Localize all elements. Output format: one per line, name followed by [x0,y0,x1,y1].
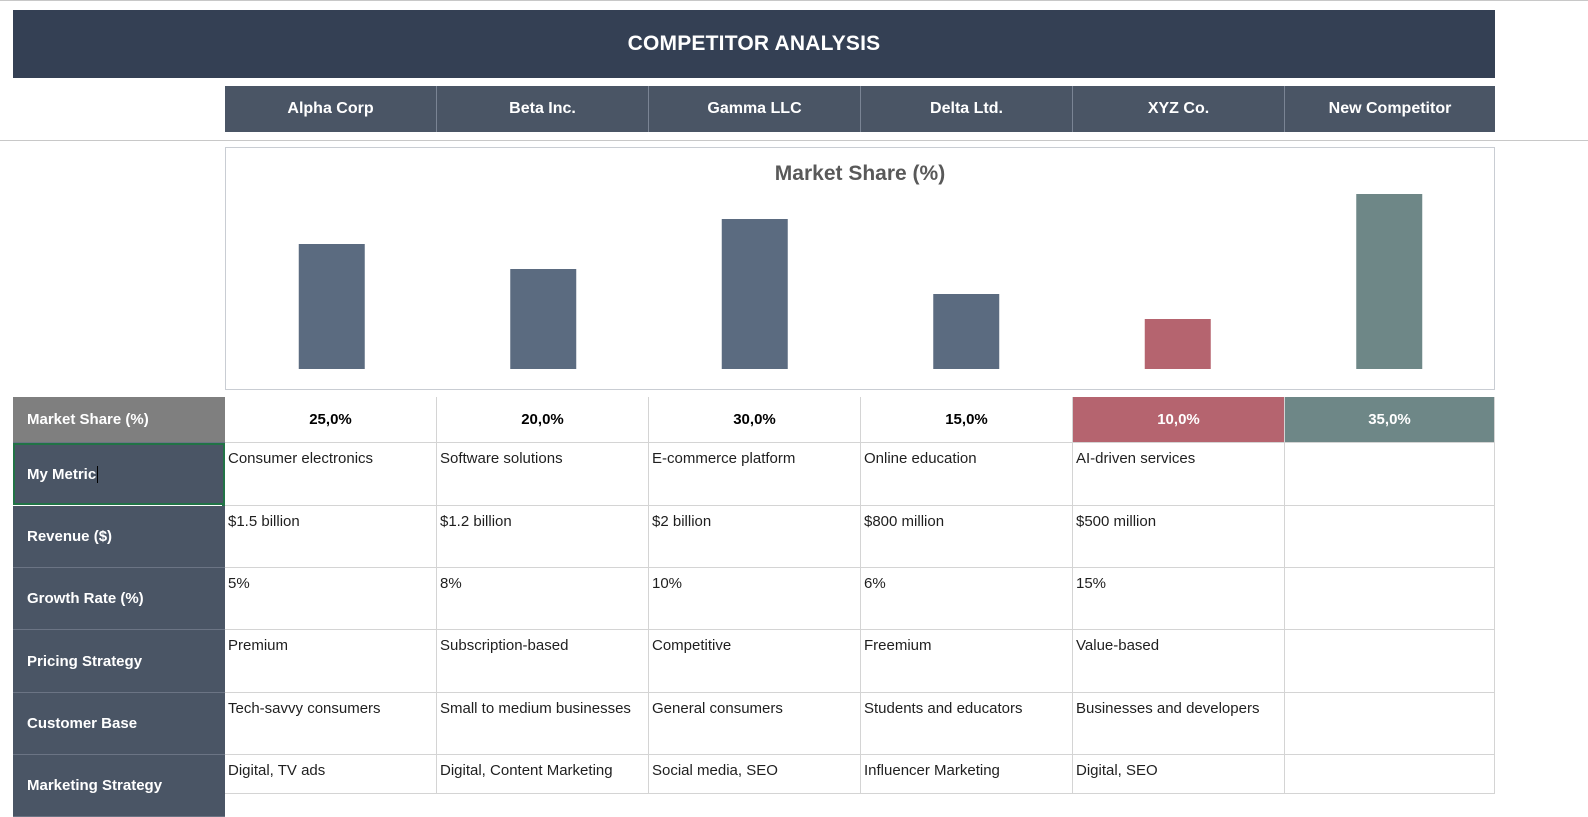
cell-my-metric-new[interactable] [1285,443,1495,506]
competitor-header-gamma[interactable]: Gamma LLC [649,86,861,132]
bar-beta-inc[interactable] [510,269,577,369]
cell-pricing-xyz[interactable]: Value-based [1073,630,1285,693]
market-share-cell-new[interactable]: 35,0% [1285,397,1495,443]
row-label-pricing-strategy[interactable]: Pricing Strategy [13,630,225,693]
cell-pricing-new[interactable] [1285,630,1495,693]
cell-marketing-beta[interactable]: Digital, Content Marketing [437,755,649,794]
cell-pricing-gamma[interactable]: Competitive [649,630,861,693]
cell-my-metric-delta[interactable]: Online education [861,443,1073,506]
cell-customer-base-gamma[interactable]: General consumers [649,693,861,755]
cell-pricing-alpha[interactable]: Premium [225,630,437,693]
cell-pricing-delta[interactable]: Freemium [861,630,1073,693]
cell-my-metric-alpha[interactable]: Consumer electronics [225,443,437,506]
cell-customer-base-xyz[interactable]: Businesses and developers [1073,693,1285,755]
row-label-growth-rate[interactable]: Growth Rate (%) [13,568,225,630]
cell-revenue-delta[interactable]: $800 million [861,506,1073,568]
cell-revenue-xyz[interactable]: $500 million [1073,506,1285,568]
cell-customer-base-delta[interactable]: Students and educators [861,693,1073,755]
cell-customer-base-beta[interactable]: Small to medium businesses [437,693,649,755]
market-share-chart[interactable]: Market Share (%) [225,147,1495,390]
bar-delta-ltd[interactable] [933,294,1000,369]
cell-growth-rate-new[interactable] [1285,568,1495,630]
market-share-cell-beta[interactable]: 20,0% [437,397,649,443]
competitor-header-alpha[interactable]: Alpha Corp [225,86,437,132]
cell-my-metric-beta[interactable]: Software solutions [437,443,649,506]
cell-growth-rate-gamma[interactable]: 10% [649,568,861,630]
bar-new-competitor[interactable] [1356,194,1423,369]
bar-alpha-corp[interactable] [298,244,365,369]
row-label-revenue[interactable]: Revenue ($) [13,506,225,568]
market-share-cell-xyz[interactable]: 10,0% [1073,397,1285,443]
competitor-header-delta[interactable]: Delta Ltd. [861,86,1073,132]
cell-growth-rate-beta[interactable]: 8% [437,568,649,630]
cell-pricing-beta[interactable]: Subscription-based [437,630,649,693]
cell-growth-rate-xyz[interactable]: 15% [1073,568,1285,630]
row-label-customer-base[interactable]: Customer Base [13,693,225,755]
row-label-marketing-strategy[interactable]: Marketing Strategy [13,755,225,817]
cell-marketing-new[interactable] [1285,755,1495,794]
text-cursor [97,465,99,483]
row-label-market-share[interactable]: Market Share (%) [13,397,225,443]
competitor-header-beta[interactable]: Beta Inc. [437,86,649,132]
cell-revenue-new[interactable] [1285,506,1495,568]
cell-growth-rate-alpha[interactable]: 5% [225,568,437,630]
row-label-my-metric-text: My Metric [27,465,97,483]
cell-revenue-beta[interactable]: $1.2 billion [437,506,649,568]
competitor-header-xyz[interactable]: XYZ Co. [1073,86,1285,132]
bar-xyz-co[interactable] [1144,319,1211,369]
market-share-cell-delta[interactable]: 15,0% [861,397,1073,443]
cell-customer-base-new[interactable] [1285,693,1495,755]
cell-marketing-alpha[interactable]: Digital, TV ads [225,755,437,794]
cell-marketing-gamma[interactable]: Social media, SEO [649,755,861,794]
cell-marketing-xyz[interactable]: Digital, SEO [1073,755,1285,794]
cell-marketing-delta[interactable]: Influencer Marketing [861,755,1073,794]
bar-gamma-llc[interactable] [721,219,788,369]
competitor-header-new[interactable]: New Competitor [1285,86,1495,132]
row-label-my-metric[interactable]: My Metric [13,443,225,505]
page-title: COMPETITOR ANALYSIS [13,10,1495,78]
cell-revenue-alpha[interactable]: $1.5 billion [225,506,437,568]
cell-growth-rate-delta[interactable]: 6% [861,568,1073,630]
cell-revenue-gamma[interactable]: $2 billion [649,506,861,568]
market-share-chart-svg: Market Share (%) [298,162,1423,369]
market-share-cell-alpha[interactable]: 25,0% [225,397,437,443]
market-share-cell-gamma[interactable]: 30,0% [649,397,861,443]
chart-title: Market Share (%) [775,162,945,185]
cell-my-metric-gamma[interactable]: E-commerce platform [649,443,861,506]
cell-customer-base-alpha[interactable]: Tech-savvy consumers [225,693,437,755]
cell-my-metric-xyz[interactable]: AI-driven services [1073,443,1285,506]
